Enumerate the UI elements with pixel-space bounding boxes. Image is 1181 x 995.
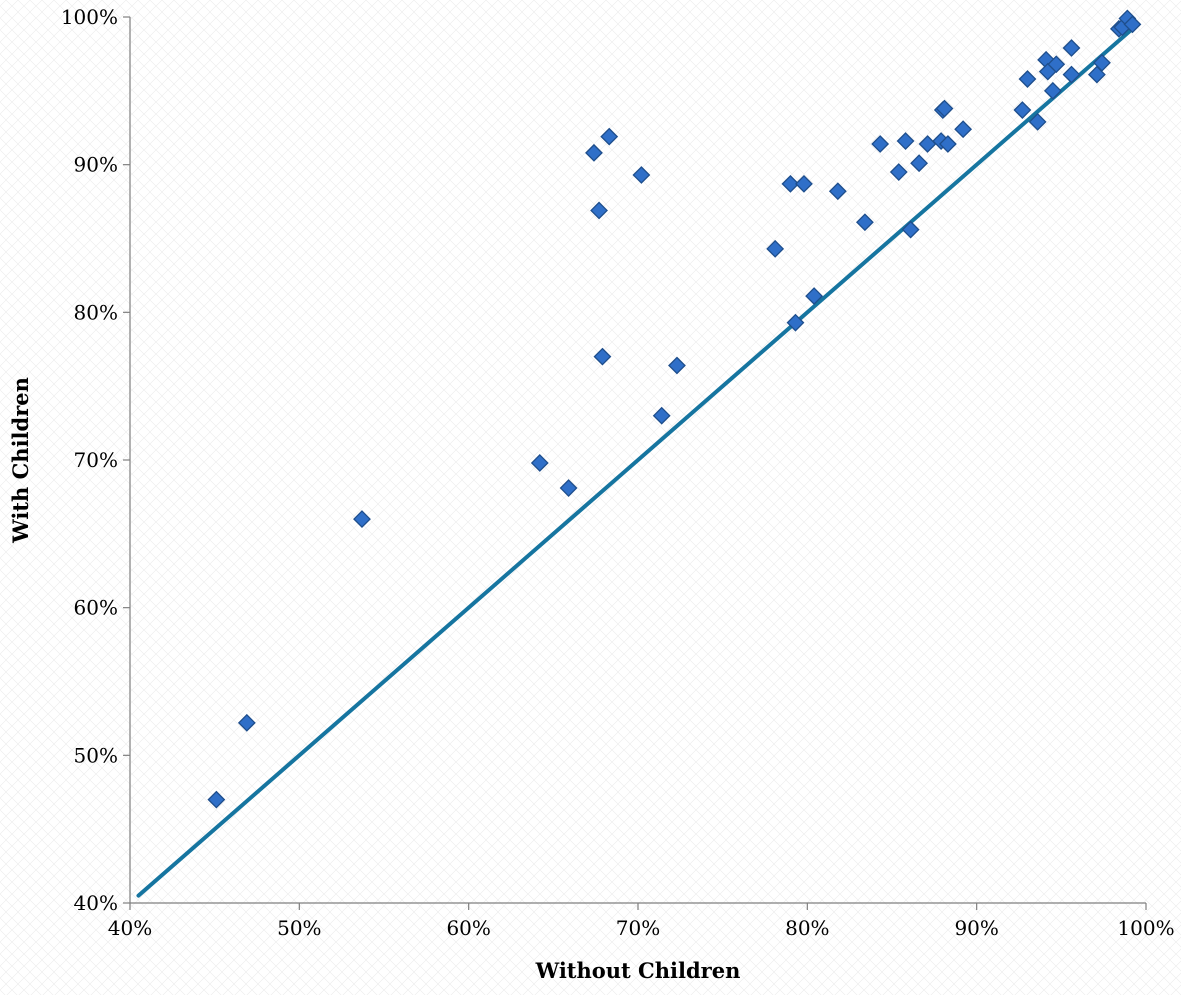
data-point-marker — [1062, 39, 1081, 57]
data-point-marker — [1093, 53, 1111, 72]
x-tick-label: 60% — [446, 916, 490, 940]
x-tick-label: 70% — [616, 916, 660, 940]
data-point-marker — [828, 182, 847, 201]
data-point-marker — [590, 201, 608, 220]
data-point-marker — [1013, 101, 1032, 119]
data-point-marker — [786, 313, 805, 332]
data-point-marker — [871, 135, 890, 153]
data-point-marker — [910, 154, 929, 173]
data-point-marker — [593, 347, 612, 366]
data-point-marker — [1062, 65, 1081, 84]
y-tick-label: 100% — [61, 5, 118, 29]
data-point-marker — [353, 510, 371, 528]
data-point-marker — [781, 174, 800, 193]
reference-line — [136, 22, 1140, 898]
data-points — [207, 9, 1142, 809]
data-point-marker — [938, 135, 957, 153]
x-tick-label: 90% — [954, 916, 998, 940]
y-tick-label: 40% — [74, 891, 118, 915]
x-axis-title: Without Children — [535, 958, 741, 983]
data-point-marker — [766, 239, 785, 258]
data-point-marker — [652, 406, 671, 425]
tick-labels: 40% 50% 60% 70% 80% 90% 100% 40% 50% 60% 70% 80% 90%… — [61, 5, 1175, 940]
data-point-marker — [901, 220, 920, 239]
x-tick-label: 40% — [108, 916, 152, 940]
y-tick-label: 90% — [74, 153, 118, 177]
data-point-marker — [530, 454, 549, 472]
x-tick-label: 50% — [277, 916, 321, 940]
data-point-marker — [1043, 81, 1062, 100]
data-point-marker — [855, 213, 874, 232]
data-point-marker — [1123, 15, 1142, 34]
data-point-marker — [954, 120, 973, 139]
data-point-marker — [559, 479, 578, 497]
y-tick-label: 70% — [74, 448, 118, 472]
y-axis-title: With Children — [8, 377, 33, 544]
data-point-marker — [795, 174, 813, 193]
data-point-marker — [668, 356, 686, 375]
data-point-marker — [1047, 55, 1066, 74]
reference-line-group — [136, 22, 1140, 898]
data-point-marker — [935, 99, 954, 118]
data-point-marker — [237, 713, 256, 732]
data-point-marker — [207, 790, 226, 809]
data-point-marker — [1018, 70, 1037, 88]
x-tick-label: 80% — [785, 916, 829, 940]
data-point-marker — [632, 166, 651, 184]
y-tick-label: 60% — [74, 596, 118, 620]
x-tick-label: 100% — [1117, 916, 1174, 940]
data-point-marker — [805, 287, 824, 306]
data-point-marker — [585, 143, 603, 162]
data-point-marker — [600, 127, 619, 146]
data-point-marker — [896, 132, 915, 150]
axes — [123, 16, 1147, 910]
y-tick-label: 80% — [74, 300, 118, 324]
data-point-marker — [889, 163, 908, 181]
data-point-marker — [1028, 112, 1047, 131]
y-tick-label: 50% — [74, 743, 118, 767]
